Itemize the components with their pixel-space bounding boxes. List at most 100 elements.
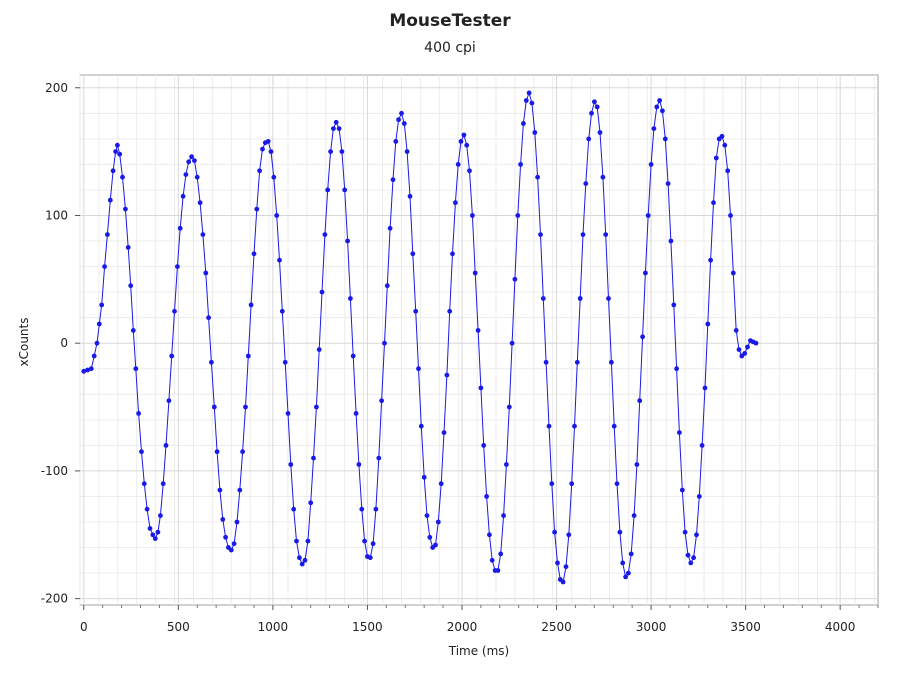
- data-point: [626, 570, 631, 576]
- data-point: [99, 302, 105, 308]
- data-point: [177, 225, 183, 231]
- data-point: [736, 347, 742, 352]
- data-point: [94, 340, 100, 346]
- minor-grid: [79, 75, 878, 605]
- data-point: [291, 506, 297, 512]
- data-point: [552, 529, 557, 535]
- data-point: [396, 117, 401, 123]
- data-point: [586, 136, 592, 142]
- data-point: [407, 193, 413, 199]
- data-point: [316, 347, 322, 352]
- y-tick-labels: 200 100 0 -100 -200: [41, 81, 68, 606]
- data-point: [623, 574, 628, 580]
- data-point: [206, 315, 212, 321]
- data-point: [447, 308, 453, 314]
- data-point: [299, 561, 305, 567]
- data-point: [495, 568, 501, 573]
- data-point: [555, 560, 560, 566]
- data-point: [297, 555, 302, 561]
- data-point: [88, 366, 94, 372]
- data-point: [240, 449, 246, 455]
- x-tick-label: 1500: [352, 620, 383, 634]
- data-point: [645, 213, 651, 218]
- data-point: [110, 168, 116, 174]
- data-point: [152, 536, 158, 541]
- data-point: [345, 238, 350, 244]
- data-point: [102, 264, 107, 269]
- data-point: [175, 264, 180, 269]
- data-point: [260, 146, 265, 152]
- data-point: [376, 455, 382, 461]
- data-point: [540, 296, 546, 301]
- data-point: [711, 200, 716, 206]
- data-point: [421, 474, 427, 480]
- data-point: [418, 423, 424, 429]
- data-point: [603, 232, 609, 238]
- data-point: [136, 411, 142, 416]
- data-point: [594, 104, 600, 110]
- data-point: [708, 257, 713, 263]
- data-point: [515, 213, 521, 218]
- data-point: [722, 142, 728, 148]
- data-point: [410, 251, 416, 257]
- data-point: [279, 308, 285, 314]
- data-point: [200, 232, 206, 238]
- data-point: [696, 494, 702, 499]
- data-point: [498, 551, 504, 557]
- data-point: [589, 110, 594, 116]
- data-point: [265, 139, 271, 144]
- series-layer: [81, 90, 759, 585]
- data-point: [574, 359, 580, 365]
- data-point: [294, 538, 299, 544]
- data-point: [123, 206, 128, 212]
- axis-ticks: [75, 87, 879, 610]
- data-point: [654, 104, 660, 110]
- data-point: [115, 142, 120, 148]
- data-point: [560, 579, 566, 585]
- data-point: [637, 398, 643, 404]
- data-point: [660, 108, 665, 114]
- x-tick-label: 3500: [730, 620, 761, 634]
- data-point: [688, 560, 694, 566]
- data-point: [282, 359, 288, 365]
- data-point: [214, 449, 220, 455]
- data-point: [85, 367, 90, 373]
- data-point: [563, 564, 569, 570]
- data-point: [643, 270, 648, 276]
- data-point: [384, 283, 390, 289]
- data-point: [209, 359, 214, 365]
- data-point: [424, 513, 430, 518]
- y-tick-label: 200: [45, 81, 68, 95]
- data-point: [311, 455, 316, 461]
- data-point: [535, 174, 540, 180]
- chart-title: MouseTester: [389, 11, 511, 31]
- data-point: [665, 181, 671, 187]
- data-point: [461, 132, 467, 138]
- data-point: [679, 487, 685, 493]
- data-point: [186, 159, 192, 165]
- data-point: [125, 245, 131, 250]
- data-point: [144, 506, 150, 512]
- data-point: [333, 119, 339, 125]
- data-point: [390, 177, 396, 183]
- data-point: [455, 162, 461, 167]
- data-point: [634, 462, 640, 467]
- data-point: [467, 168, 472, 174]
- data-point: [189, 154, 195, 160]
- data-point: [413, 308, 419, 314]
- data-point: [160, 481, 166, 487]
- major-grid: [80, 75, 878, 605]
- data-point: [305, 538, 311, 544]
- data-point: [441, 430, 447, 435]
- x-tick-label: 4000: [825, 620, 856, 634]
- data-point: [285, 411, 291, 416]
- data-point: [427, 534, 433, 540]
- data-point: [484, 494, 489, 499]
- data-point: [657, 98, 662, 103]
- x-tick-label: 500: [167, 620, 190, 634]
- data-point: [450, 251, 455, 257]
- data-point: [543, 359, 549, 365]
- data-point: [342, 187, 348, 193]
- data-point: [438, 481, 444, 487]
